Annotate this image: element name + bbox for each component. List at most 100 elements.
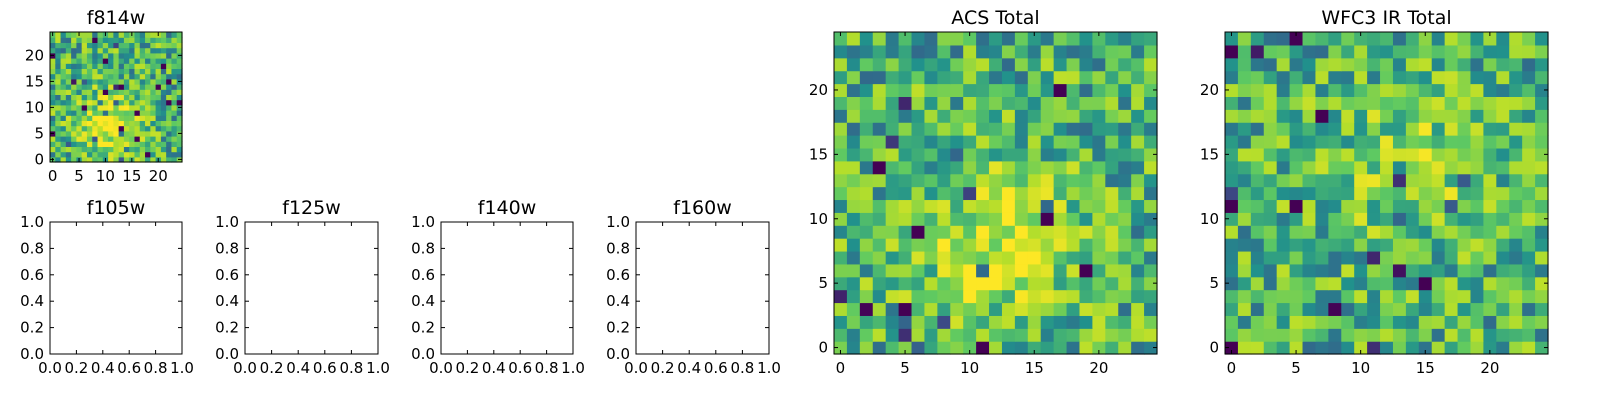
y-tick-label: 1.0	[411, 213, 435, 231]
heatmap-cell	[55, 73, 62, 80]
heatmap-cell	[129, 141, 136, 147]
heatmap-cell	[129, 63, 136, 69]
heatmap-cell	[1367, 109, 1381, 123]
y-tick-label: 0.0	[606, 345, 630, 363]
heatmap-cell	[108, 120, 114, 127]
heatmap-cell	[155, 68, 162, 75]
heatmap-cell	[1341, 212, 1355, 226]
heatmap-cell	[1144, 328, 1158, 342]
heatmap-cell	[924, 225, 938, 239]
heatmap-cell	[1263, 341, 1278, 355]
heatmap-cell	[1367, 122, 1381, 136]
heatmap-cell	[937, 83, 951, 97]
heatmap-cell	[872, 225, 887, 239]
heatmap-cell	[139, 146, 146, 153]
heatmap-cell	[50, 146, 56, 153]
heatmap-cell	[963, 160, 977, 175]
heatmap-cell	[859, 263, 874, 278]
heatmap-cell	[1444, 122, 1459, 136]
heatmap-cell	[129, 104, 136, 111]
heatmap-cell	[1444, 263, 1459, 278]
heatmap-cell	[155, 63, 162, 69]
heatmap-cell	[1053, 328, 1068, 342]
heatmap-cell	[1001, 238, 1016, 252]
heatmap-cell	[1237, 96, 1252, 110]
heatmap-cell	[1014, 57, 1029, 72]
heatmap-cell	[834, 160, 848, 175]
heatmap-cell	[1040, 276, 1055, 291]
axes-frame	[244, 221, 379, 355]
heatmap-cell	[1444, 199, 1459, 213]
heatmap-cell	[1444, 96, 1459, 110]
heatmap-cell	[1092, 225, 1106, 239]
heatmap-cell	[846, 289, 861, 304]
heatmap-cell	[885, 315, 900, 329]
heatmap-cell	[1341, 263, 1355, 278]
heatmap-cell	[171, 136, 178, 142]
heatmap-cell	[1053, 32, 1068, 46]
heatmap-cell	[1040, 212, 1055, 226]
heatmap-cell	[155, 84, 162, 90]
heatmap-cell	[1496, 160, 1510, 175]
heatmap-cell	[129, 94, 136, 101]
heatmap-cell	[1079, 199, 1093, 213]
heatmap-cell	[1535, 160, 1549, 175]
heatmap-cell	[1225, 212, 1239, 226]
heatmap-cell	[1105, 225, 1119, 239]
heatmap-cell	[176, 68, 183, 75]
heatmap-cell	[1263, 328, 1278, 342]
heatmap-cell	[55, 94, 62, 101]
axes-frame	[49, 31, 183, 163]
heatmap-cell	[81, 130, 88, 137]
heatmap-cell	[1341, 315, 1355, 329]
heatmap-cell	[97, 78, 104, 85]
heatmap-cell	[1014, 199, 1029, 213]
heatmap-cell	[118, 125, 125, 132]
heatmap-cell	[1014, 135, 1029, 149]
heatmap-cell	[123, 42, 130, 49]
heatmap-cell	[1118, 276, 1132, 291]
y-tick-label: 0.6	[215, 266, 239, 284]
heatmap-cell	[1367, 32, 1381, 46]
heatmap-cell	[1418, 328, 1433, 342]
heatmap-cell	[139, 37, 146, 43]
heatmap-cell	[76, 151, 83, 158]
heatmap-cell	[1225, 276, 1239, 291]
heatmap-cell	[160, 89, 167, 95]
heatmap-cell	[1405, 122, 1420, 136]
heatmap-cell	[1535, 250, 1549, 265]
heatmap-cell	[108, 110, 114, 116]
heatmap-cell	[1118, 263, 1132, 278]
heatmap-cell	[71, 156, 77, 163]
heatmap-cell	[1105, 70, 1119, 85]
heatmap-cell	[963, 83, 977, 97]
heatmap-cell	[976, 302, 990, 316]
heatmap-cell	[1522, 44, 1536, 59]
heatmap-cell	[911, 289, 926, 304]
heatmap-cell	[989, 341, 1003, 355]
heatmap-cell	[166, 47, 173, 54]
heatmap-cell	[1289, 44, 1304, 59]
heatmap-cell	[1418, 263, 1433, 278]
heatmap-cell	[1250, 186, 1265, 201]
x-tick-label: 1.0	[561, 359, 585, 377]
heatmap-cell	[1027, 135, 1042, 149]
heatmap-cell	[1144, 83, 1158, 97]
heatmap-cell	[1289, 315, 1304, 329]
heatmap-cell	[1014, 212, 1029, 226]
heatmap-cell	[859, 96, 874, 110]
heatmap-cell	[963, 173, 977, 188]
heatmap-cell	[1354, 263, 1368, 278]
heatmap-cell	[1079, 57, 1093, 72]
heatmap-cell	[171, 125, 178, 132]
heatmap-cell	[139, 84, 146, 90]
heatmap-cell	[976, 135, 990, 149]
heatmap-cell	[139, 89, 146, 95]
heatmap-cell	[1522, 32, 1536, 46]
heatmap-cell	[1066, 57, 1081, 72]
heatmap-cell	[859, 276, 874, 291]
heatmap-cell	[1053, 250, 1068, 265]
heatmap-cell	[160, 151, 167, 158]
heatmap-cell	[1354, 44, 1368, 59]
heatmap-cell	[65, 156, 72, 163]
